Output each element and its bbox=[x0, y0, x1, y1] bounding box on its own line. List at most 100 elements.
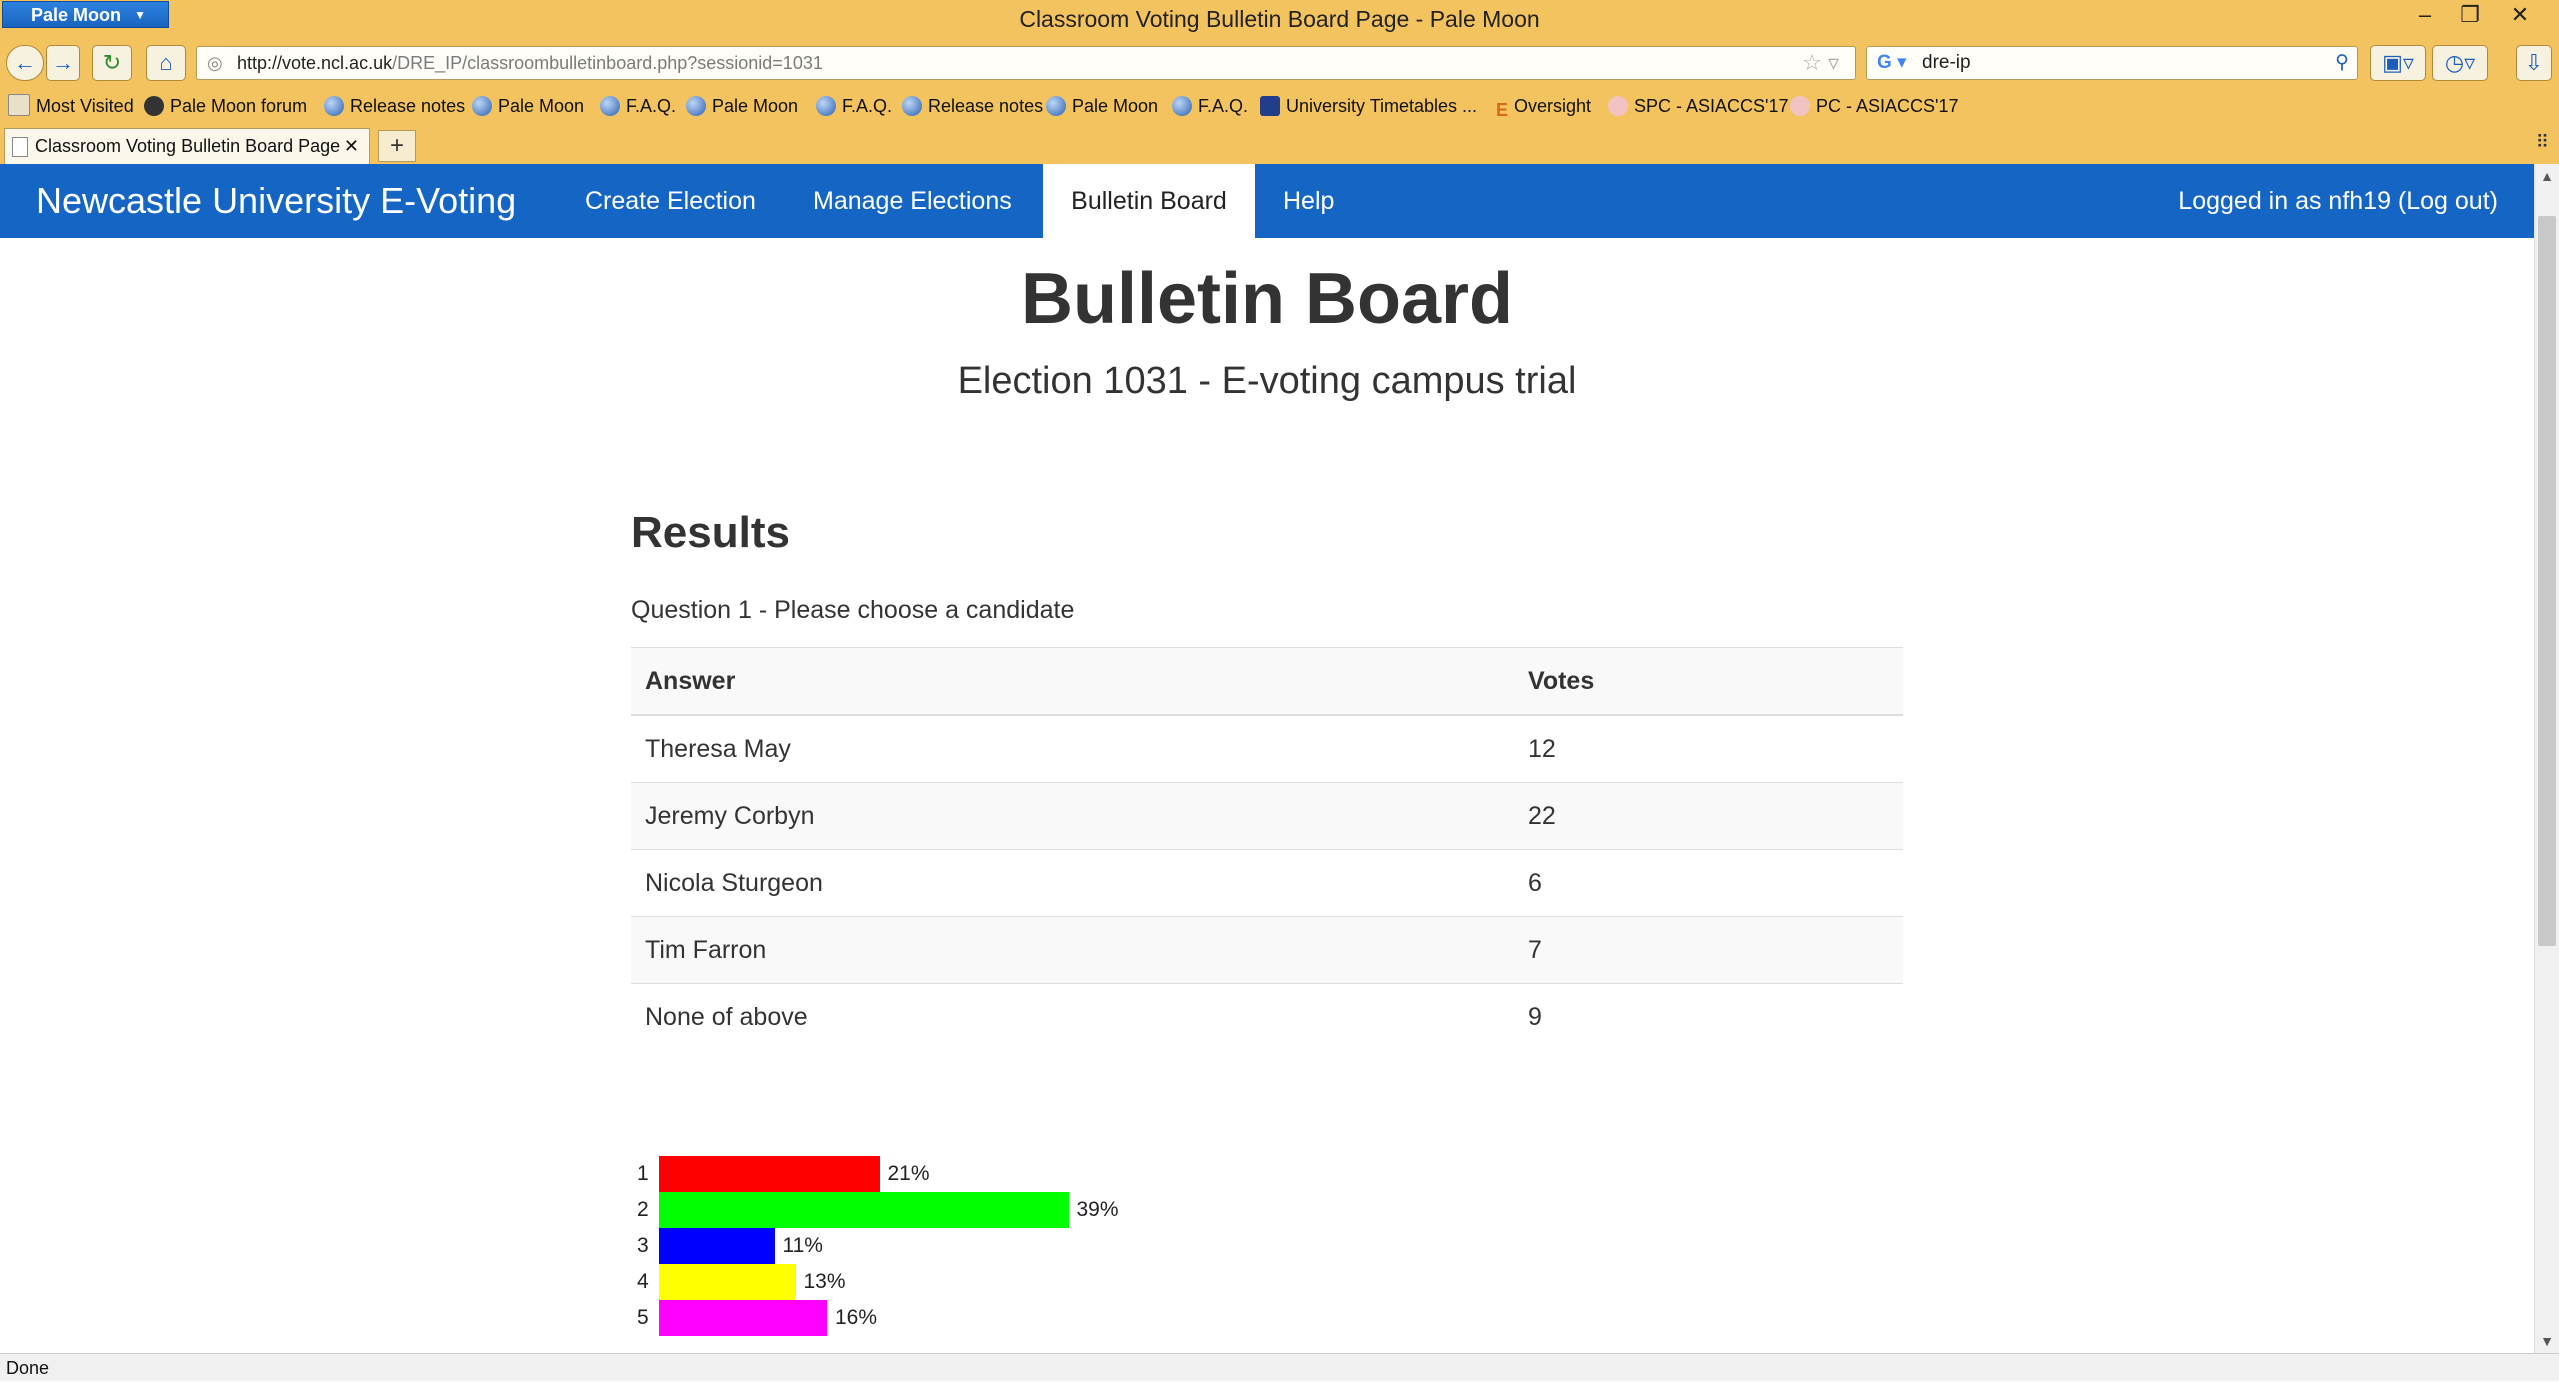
chart-category-label: 2 bbox=[637, 1198, 649, 1221]
bookmark-label: Release notes bbox=[928, 96, 1044, 116]
home-icon: ⌂ bbox=[159, 50, 173, 75]
tab-strip: Classroom Voting Bulletin Board Page ✕ +… bbox=[0, 124, 2559, 165]
nav-bulletin-board[interactable]: Bulletin Board bbox=[1043, 164, 1255, 238]
scroll-up-icon[interactable]: ▲ bbox=[2540, 168, 2554, 184]
bookmark-faq[interactable]: F.A.Q. bbox=[816, 88, 892, 124]
bookmark-pale-moon[interactable]: Pale Moon bbox=[1046, 88, 1158, 124]
easychair-icon bbox=[1790, 96, 1810, 116]
reload-button[interactable]: ↻ bbox=[92, 45, 132, 81]
bookmark-label: F.A.Q. bbox=[626, 96, 677, 116]
bookmark-oversight[interactable]: E Oversight bbox=[1496, 88, 1591, 124]
chart-bar bbox=[659, 1228, 775, 1264]
restore-icon[interactable]: ❐ bbox=[2460, 2, 2480, 27]
column-header-votes: Votes bbox=[1514, 647, 1903, 716]
forum-icon bbox=[144, 96, 164, 116]
vertical-scrollbar[interactable]: ▲ ▼ bbox=[2534, 164, 2559, 1353]
answer-cell: Tim Farron bbox=[631, 916, 1514, 984]
app-menu-label: Pale Moon bbox=[31, 5, 122, 25]
bookmark-star-icon[interactable]: ☆ ▿ bbox=[1802, 50, 1839, 75]
window-title: Classroom Voting Bulletin Board Page - P… bbox=[1019, 6, 1540, 32]
url-host: http://vote.ncl.ac.uk bbox=[237, 53, 393, 73]
chart-bar bbox=[659, 1192, 1069, 1228]
bookmark-label: Most Visited bbox=[36, 96, 134, 116]
tab-title: Classroom Voting Bulletin Board Page bbox=[35, 136, 341, 156]
home-button[interactable]: ⌂ bbox=[146, 45, 186, 81]
bookmark-most-visited[interactable]: Most Visited bbox=[8, 88, 134, 124]
chart-bar bbox=[659, 1264, 796, 1300]
new-tab-button[interactable]: + bbox=[378, 130, 416, 162]
globe-icon bbox=[324, 96, 344, 116]
bookmark-label: F.A.Q. bbox=[1198, 96, 1249, 116]
chevron-down-icon: ▼ bbox=[134, 8, 146, 22]
bookmark-label: Release notes bbox=[350, 96, 466, 116]
nav-create-election[interactable]: Create Election bbox=[585, 187, 756, 215]
bookmarks-toolbar: Most Visited Pale Moon forum Release not… bbox=[0, 88, 2559, 124]
tab-list-icon[interactable]: ⠿ bbox=[2535, 132, 2549, 152]
history-button[interactable]: ◷▿ bbox=[2432, 45, 2488, 81]
nav-help[interactable]: Help bbox=[1283, 187, 1335, 215]
table-row: None of above 9 bbox=[631, 983, 1903, 1050]
back-arrow-icon: ← bbox=[14, 50, 36, 75]
google-icon: G ▾ bbox=[1877, 52, 1907, 73]
bookmark-spc-asiaccs[interactable]: SPC - ASIACCS'17 bbox=[1608, 88, 1789, 124]
app-menu-button[interactable]: Pale Moon ▼ bbox=[2, 1, 169, 28]
nav-manage-elections[interactable]: Manage Elections bbox=[813, 187, 1012, 215]
column-header-answer: Answer bbox=[631, 647, 1514, 716]
bookmark-faq[interactable]: F.A.Q. bbox=[1172, 88, 1248, 124]
page-icon bbox=[12, 137, 28, 157]
bookmark-label: F.A.Q. bbox=[842, 96, 893, 116]
search-input[interactable]: G ▾ dre-ip ⚲ bbox=[1866, 46, 2358, 80]
minimize-icon[interactable]: – bbox=[2418, 2, 2432, 27]
history-clock-icon: ◷▿ bbox=[2444, 50, 2476, 75]
chart-data-label: 13% bbox=[803, 1270, 846, 1293]
bookmark-release-notes[interactable]: Release notes bbox=[324, 88, 465, 124]
chart-data-label: 39% bbox=[1076, 1198, 1119, 1221]
question-text: Question 1 - Please choose a candidate bbox=[631, 596, 1075, 624]
bookmark-faq[interactable]: F.A.Q. bbox=[600, 88, 676, 124]
chart-category-label: 4 bbox=[637, 1270, 649, 1293]
bookmark-pale-moon[interactable]: Pale Moon bbox=[686, 88, 798, 124]
table-row: Jeremy Corbyn 22 bbox=[631, 782, 1903, 850]
site-brand[interactable]: Newcastle University E-Voting bbox=[36, 180, 517, 221]
close-icon[interactable]: ✕ bbox=[2510, 2, 2530, 27]
answer-cell: Nicola Sturgeon bbox=[631, 849, 1514, 917]
back-button[interactable]: ← bbox=[6, 45, 44, 81]
forward-button[interactable]: → bbox=[46, 45, 80, 81]
globe-icon bbox=[902, 96, 922, 116]
election-subtitle: Election 1031 - E-voting campus trial bbox=[957, 360, 1577, 402]
table-header-row: Answer Votes bbox=[631, 647, 1903, 716]
plus-icon: + bbox=[389, 132, 404, 159]
results-heading: Results bbox=[631, 508, 790, 557]
chart-category-label: 5 bbox=[637, 1306, 649, 1329]
scrollbar-thumb[interactable] bbox=[2538, 216, 2556, 946]
search-icon[interactable]: ⚲ bbox=[2335, 52, 2349, 73]
close-tab-icon[interactable]: ✕ bbox=[343, 136, 359, 156]
votes-cell: 12 bbox=[1514, 714, 1903, 783]
url-bar[interactable]: ◎ http://vote.ncl.ac.uk/DRE_IP/classroom… bbox=[196, 46, 1856, 80]
bookmark-label: Pale Moon bbox=[1072, 96, 1159, 116]
tab-bulletin-board[interactable]: Classroom Voting Bulletin Board Page ✕ bbox=[4, 128, 370, 164]
bookmark-label: Oversight bbox=[1514, 96, 1592, 116]
easychair-icon bbox=[1608, 96, 1628, 116]
table-row: Theresa May 12 bbox=[631, 714, 1903, 783]
bookmark-university-timetables[interactable]: University Timetables ... bbox=[1260, 88, 1477, 124]
bookmark-pale-moon[interactable]: Pale Moon bbox=[472, 88, 584, 124]
bookmark-pc-asiaccs[interactable]: PC - ASIACCS'17 bbox=[1790, 88, 1959, 124]
bookmark-release-notes[interactable]: Release notes bbox=[902, 88, 1043, 124]
download-icon: ⇩ bbox=[2524, 50, 2544, 75]
globe-icon bbox=[816, 96, 836, 116]
globe-icon bbox=[1046, 96, 1066, 116]
bookmarks-menu-button[interactable]: ▣▿ bbox=[2370, 45, 2426, 81]
status-bar: Done bbox=[0, 1353, 2559, 1381]
answer-cell: None of above bbox=[631, 983, 1514, 1050]
globe-icon bbox=[472, 96, 492, 116]
login-status-link[interactable]: Logged in as nfh19 (Log out) bbox=[2178, 187, 2498, 215]
globe-icon bbox=[1172, 96, 1192, 116]
window-titlebar: Pale Moon ▼ Classroom Voting Bulletin Bo… bbox=[0, 0, 2559, 41]
bookmark-label: University Timetables ... bbox=[1286, 96, 1478, 116]
bookmark-pale-moon-forum[interactable]: Pale Moon forum bbox=[144, 88, 307, 124]
votes-cell: 6 bbox=[1514, 849, 1903, 917]
chart-category-label: 1 bbox=[637, 1162, 649, 1185]
downloads-button[interactable]: ⇩ bbox=[2516, 45, 2552, 81]
scroll-down-icon[interactable]: ▼ bbox=[2540, 1333, 2554, 1349]
